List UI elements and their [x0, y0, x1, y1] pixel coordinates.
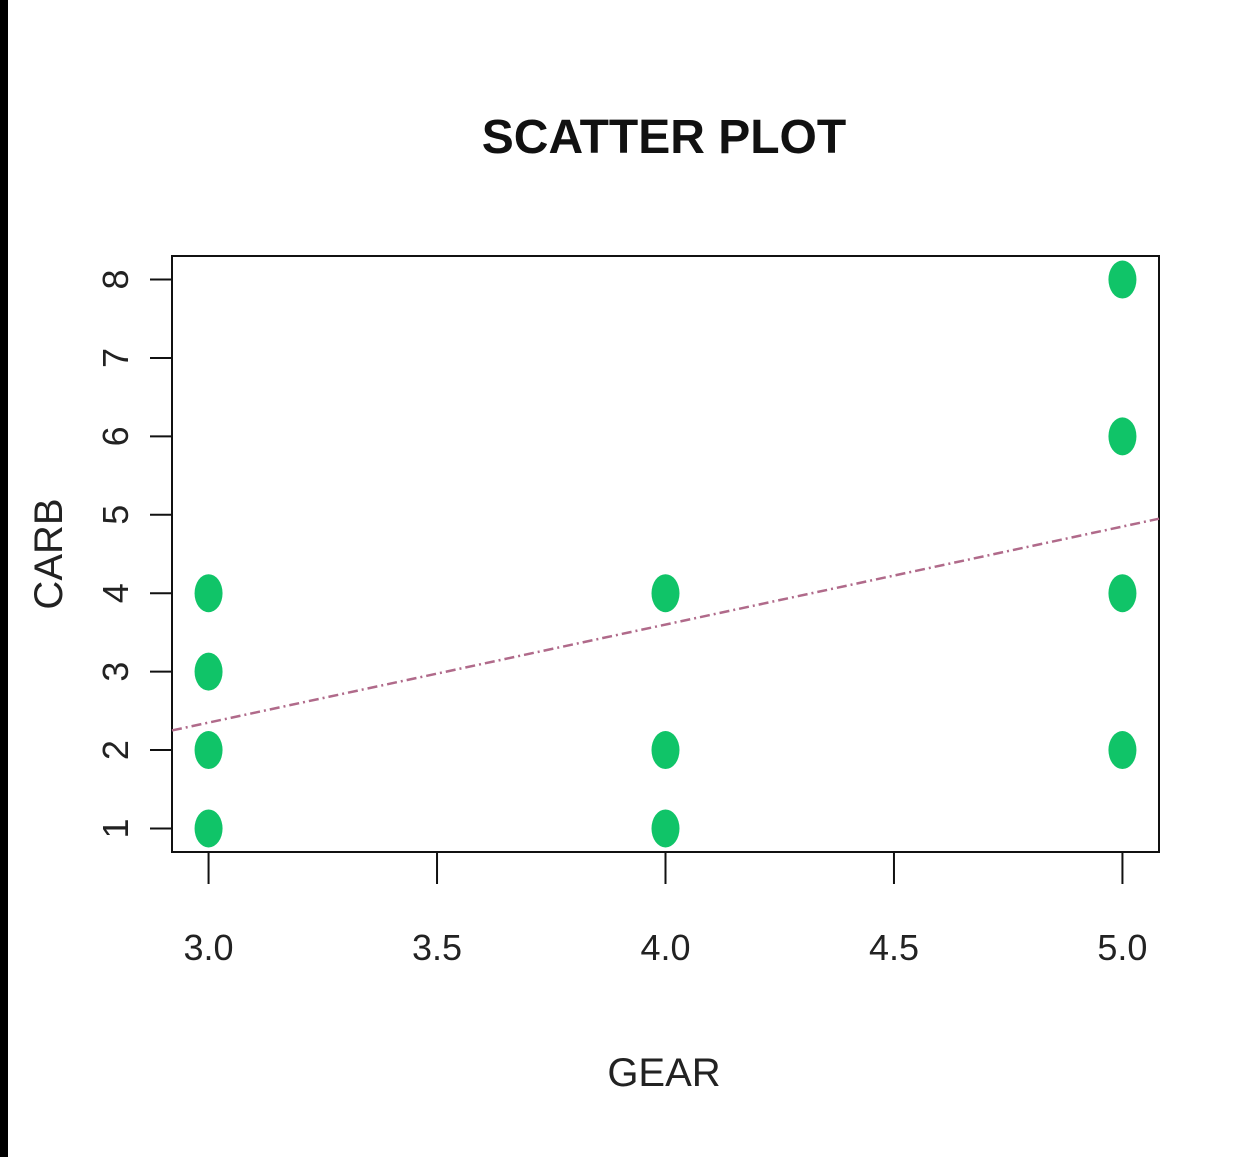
y-axis-label: CARB	[27, 498, 71, 609]
data-point	[1108, 731, 1137, 770]
data-point	[651, 809, 680, 848]
y-tick-label: 2	[95, 740, 136, 760]
x-tick-label: 4.0	[640, 927, 690, 968]
x-axis-label: GEAR	[607, 1051, 720, 1095]
data-point	[194, 731, 223, 770]
y-tick-label: 8	[95, 270, 136, 290]
x-tick-label: 5.0	[1097, 927, 1147, 968]
y-tick-label: 6	[95, 426, 136, 446]
y-tick-label: 1	[95, 818, 136, 838]
y-tick-label: 3	[95, 662, 136, 682]
data-point	[1108, 260, 1137, 299]
data-point	[651, 574, 680, 613]
points-layer	[194, 260, 1137, 848]
x-tick-label: 4.5	[869, 927, 919, 968]
data-point	[194, 809, 223, 848]
data-point	[194, 574, 223, 613]
data-point	[651, 731, 680, 770]
data-point	[194, 652, 223, 691]
data-point	[1108, 417, 1137, 456]
data-point	[1108, 574, 1137, 613]
y-tick-label: 5	[95, 505, 136, 525]
plot-frame	[171, 255, 1160, 853]
y-tick-label: 7	[95, 348, 136, 368]
x-tick-label: 3.0	[184, 927, 234, 968]
trend-line	[171, 517, 1160, 732]
x-axis: 3.0 3.5 4.0 4.5 5.0	[184, 851, 1147, 968]
trend-line-layer	[171, 517, 1160, 732]
chart-title: SCATTER PLOT	[482, 111, 846, 164]
chart-background	[8, 0, 1239, 1157]
x-tick-label: 3.5	[412, 927, 462, 968]
y-tick-label: 4	[95, 583, 136, 603]
